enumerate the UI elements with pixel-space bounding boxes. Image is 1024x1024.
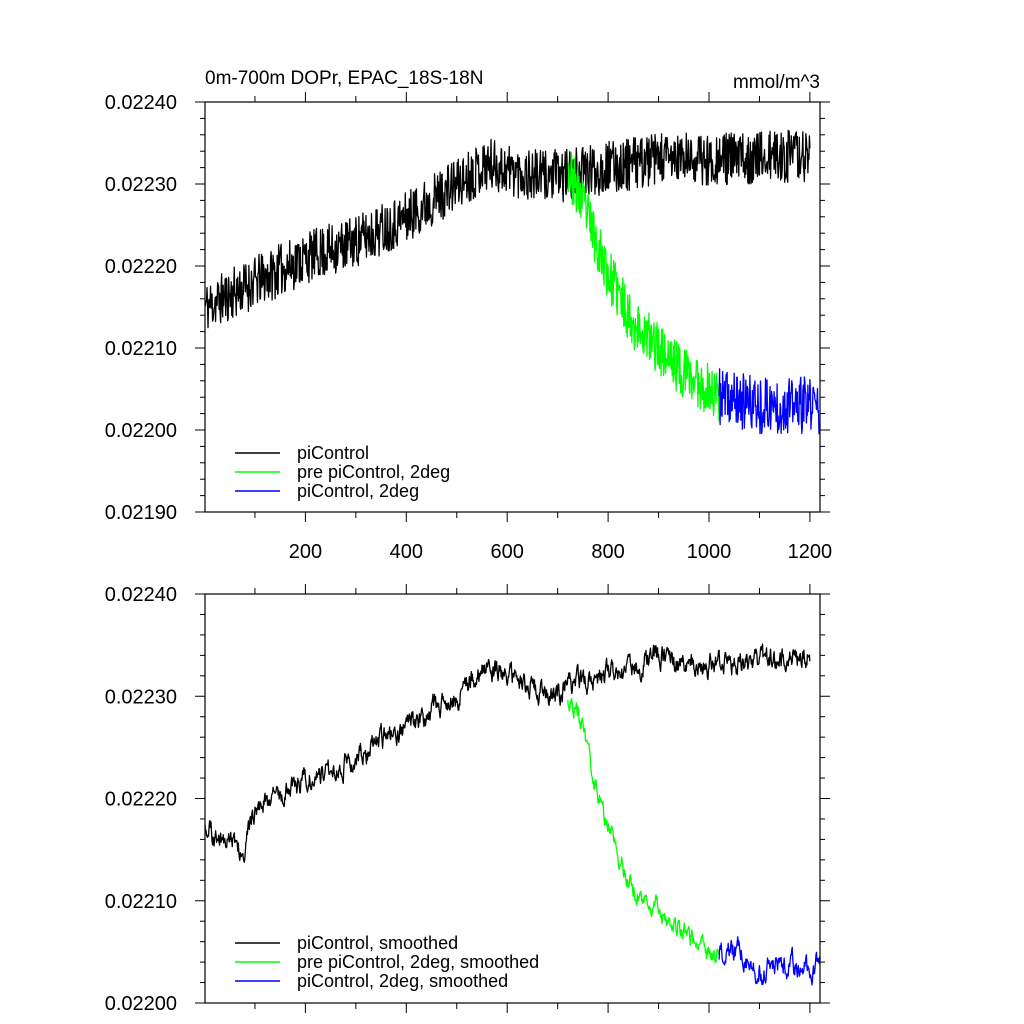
legend-label: piControl, smoothed: [297, 933, 458, 953]
y-tick-label: 0.02240: [105, 584, 177, 606]
axes-top: 200 400 600 800 1000 1200 0.02190 0.02200 0.0221…: [105, 92, 832, 563]
y-tick-label: 0.02200: [105, 993, 177, 1015]
y-tick-label: 0.02200: [105, 420, 177, 442]
y-tick-label: 0.02210: [105, 338, 177, 360]
legend-label: piControl: [297, 443, 369, 463]
units-label: mmol/m^3: [733, 72, 820, 93]
series-line-pre-picontrol-2deg-smoothed: [567, 698, 720, 963]
legend-label: pre piControl, 2deg: [297, 462, 450, 482]
x-tick-label: 800: [591, 541, 624, 563]
top-panel: 0m-700m DOPr, EPAC_18S-18N mmol/m^3 piCo…: [105, 68, 832, 563]
plot-frame: [204, 101, 821, 513]
axes-bottom: 0.02200 0.02210 0.02220 0.02230 0.02240: [105, 584, 830, 1015]
x-tick-label: 1200: [788, 541, 833, 563]
x-tick-label: 200: [289, 541, 322, 563]
series-line-pre-picontrol-2deg: [567, 151, 720, 422]
legend-label: pre piControl, 2deg, smoothed: [297, 952, 539, 972]
y-tick-label: 0.02220: [105, 256, 177, 278]
y-tick-label: 0.02210: [105, 891, 177, 913]
x-tick-label: 1000: [687, 541, 732, 563]
legend-label: piControl, 2deg, smoothed: [297, 971, 508, 991]
y-tick-label: 0.02230: [105, 174, 177, 196]
legend-label: piControl, 2deg: [297, 481, 419, 501]
y-tick-label: 0.02240: [105, 92, 177, 114]
series-line-picontrol-smoothed: [204, 643, 811, 863]
series-line-picontrol: [204, 129, 811, 329]
series-group-top: [204, 129, 821, 435]
chart-title: 0m-700m DOPr, EPAC_18S-18N: [205, 68, 483, 89]
y-tick-label: 0.02230: [105, 686, 177, 708]
x-tick-label: 400: [390, 541, 423, 563]
series-line-picontrol-2deg: [718, 368, 821, 435]
y-tick-label: 0.02190: [105, 502, 177, 524]
x-tick-label: 600: [491, 541, 524, 563]
series-line-picontrol-2deg-smoothed: [718, 936, 821, 986]
y-tick-label: 0.02220: [105, 789, 177, 811]
series-group-bottom: [204, 643, 821, 986]
